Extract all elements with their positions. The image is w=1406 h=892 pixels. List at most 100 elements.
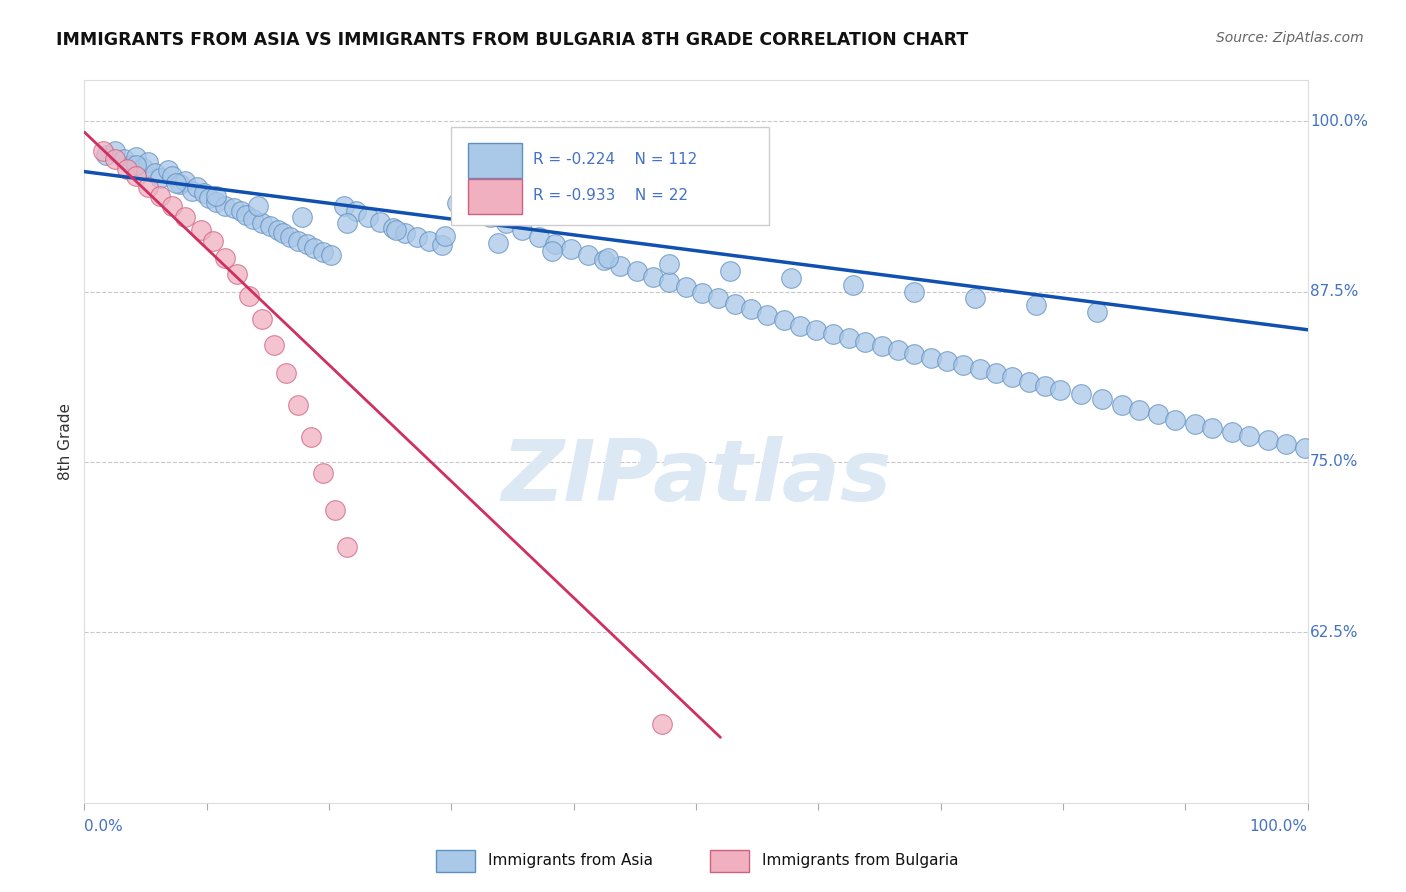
Point [1111, 398, 1133, 412]
Point [321, 248, 343, 262]
Point [821, 326, 844, 341]
Point [773, 313, 796, 327]
Point [229, 204, 252, 219]
Text: 75.0%: 75.0% [1310, 455, 1358, 469]
Point [162, 169, 184, 183]
Y-axis label: 8th Grade: 8th Grade [58, 403, 73, 480]
Point [479, 210, 502, 224]
Point [596, 251, 619, 265]
Point [222, 202, 245, 216]
Point [707, 292, 730, 306]
Point [336, 540, 359, 554]
Point [1128, 403, 1150, 417]
Point [495, 216, 517, 230]
Point [96, 148, 118, 162]
Point [1070, 387, 1092, 401]
Point [173, 210, 195, 224]
Point [626, 264, 648, 278]
Point [1274, 437, 1296, 451]
FancyBboxPatch shape [451, 128, 769, 225]
Point [125, 158, 148, 172]
Text: Immigrants from Asia: Immigrants from Asia [488, 854, 652, 868]
Text: Source: ZipAtlas.com: Source: ZipAtlas.com [1216, 31, 1364, 45]
FancyBboxPatch shape [468, 179, 522, 214]
Point [870, 339, 893, 353]
Point [935, 354, 957, 368]
Point [1147, 407, 1170, 421]
Text: 0.0%: 0.0% [84, 819, 124, 834]
Point [576, 248, 599, 262]
Point [609, 259, 631, 273]
Point [162, 199, 184, 213]
Point [214, 251, 236, 265]
Point [205, 189, 228, 203]
Point [250, 216, 273, 230]
Point [486, 235, 509, 250]
Point [312, 466, 335, 480]
Point [1220, 425, 1243, 439]
Point [1000, 370, 1022, 384]
Point [214, 199, 236, 213]
Point [789, 318, 811, 333]
Point [156, 163, 179, 178]
Point [238, 288, 260, 302]
Point [323, 502, 346, 516]
Point [250, 311, 273, 326]
Point [136, 155, 159, 169]
Point [903, 347, 925, 361]
Point [446, 196, 468, 211]
Point [181, 184, 204, 198]
Point [1164, 413, 1187, 427]
Point [104, 153, 127, 167]
Point [1294, 442, 1316, 456]
Point [332, 199, 354, 213]
Point [740, 302, 762, 317]
Point [125, 169, 148, 183]
Point [115, 161, 138, 176]
Point [463, 202, 485, 217]
Point [718, 264, 741, 278]
Point [560, 243, 582, 257]
Point [120, 158, 142, 172]
Text: 100.0%: 100.0% [1310, 113, 1368, 128]
Point [430, 238, 453, 252]
Point [381, 220, 404, 235]
Point [385, 223, 408, 237]
Point [510, 223, 533, 237]
Point [271, 226, 294, 240]
Point [755, 308, 778, 322]
Point [529, 230, 551, 244]
Point [394, 226, 416, 240]
Point [1033, 378, 1056, 392]
Point [132, 161, 155, 175]
Point [804, 323, 827, 337]
Text: 62.5%: 62.5% [1310, 625, 1358, 640]
Point [963, 292, 986, 306]
Point [287, 234, 309, 248]
Point [1049, 383, 1071, 397]
Point [259, 219, 281, 234]
Point [1257, 433, 1279, 447]
Point [1085, 305, 1108, 319]
Point [952, 358, 974, 372]
Point [724, 297, 747, 311]
Point [651, 716, 673, 731]
Point [149, 189, 172, 203]
Point [344, 204, 367, 219]
Point [1091, 392, 1114, 407]
Point [226, 267, 249, 281]
Text: IMMIGRANTS FROM ASIA VS IMMIGRANTS FROM BULGARIA 8TH GRADE CORRELATION CHART: IMMIGRANTS FROM ASIA VS IMMIGRANTS FROM … [56, 31, 969, 49]
Point [247, 199, 270, 213]
Text: ZIPatlas: ZIPatlas [501, 436, 891, 519]
Point [263, 337, 285, 351]
Text: 87.5%: 87.5% [1310, 284, 1358, 299]
Point [165, 176, 187, 190]
Point [658, 275, 681, 289]
Point [336, 216, 359, 230]
Point [287, 398, 309, 412]
Point [434, 228, 457, 243]
Point [841, 277, 863, 292]
Point [838, 331, 860, 345]
Point [984, 367, 1007, 381]
Point [357, 210, 380, 224]
